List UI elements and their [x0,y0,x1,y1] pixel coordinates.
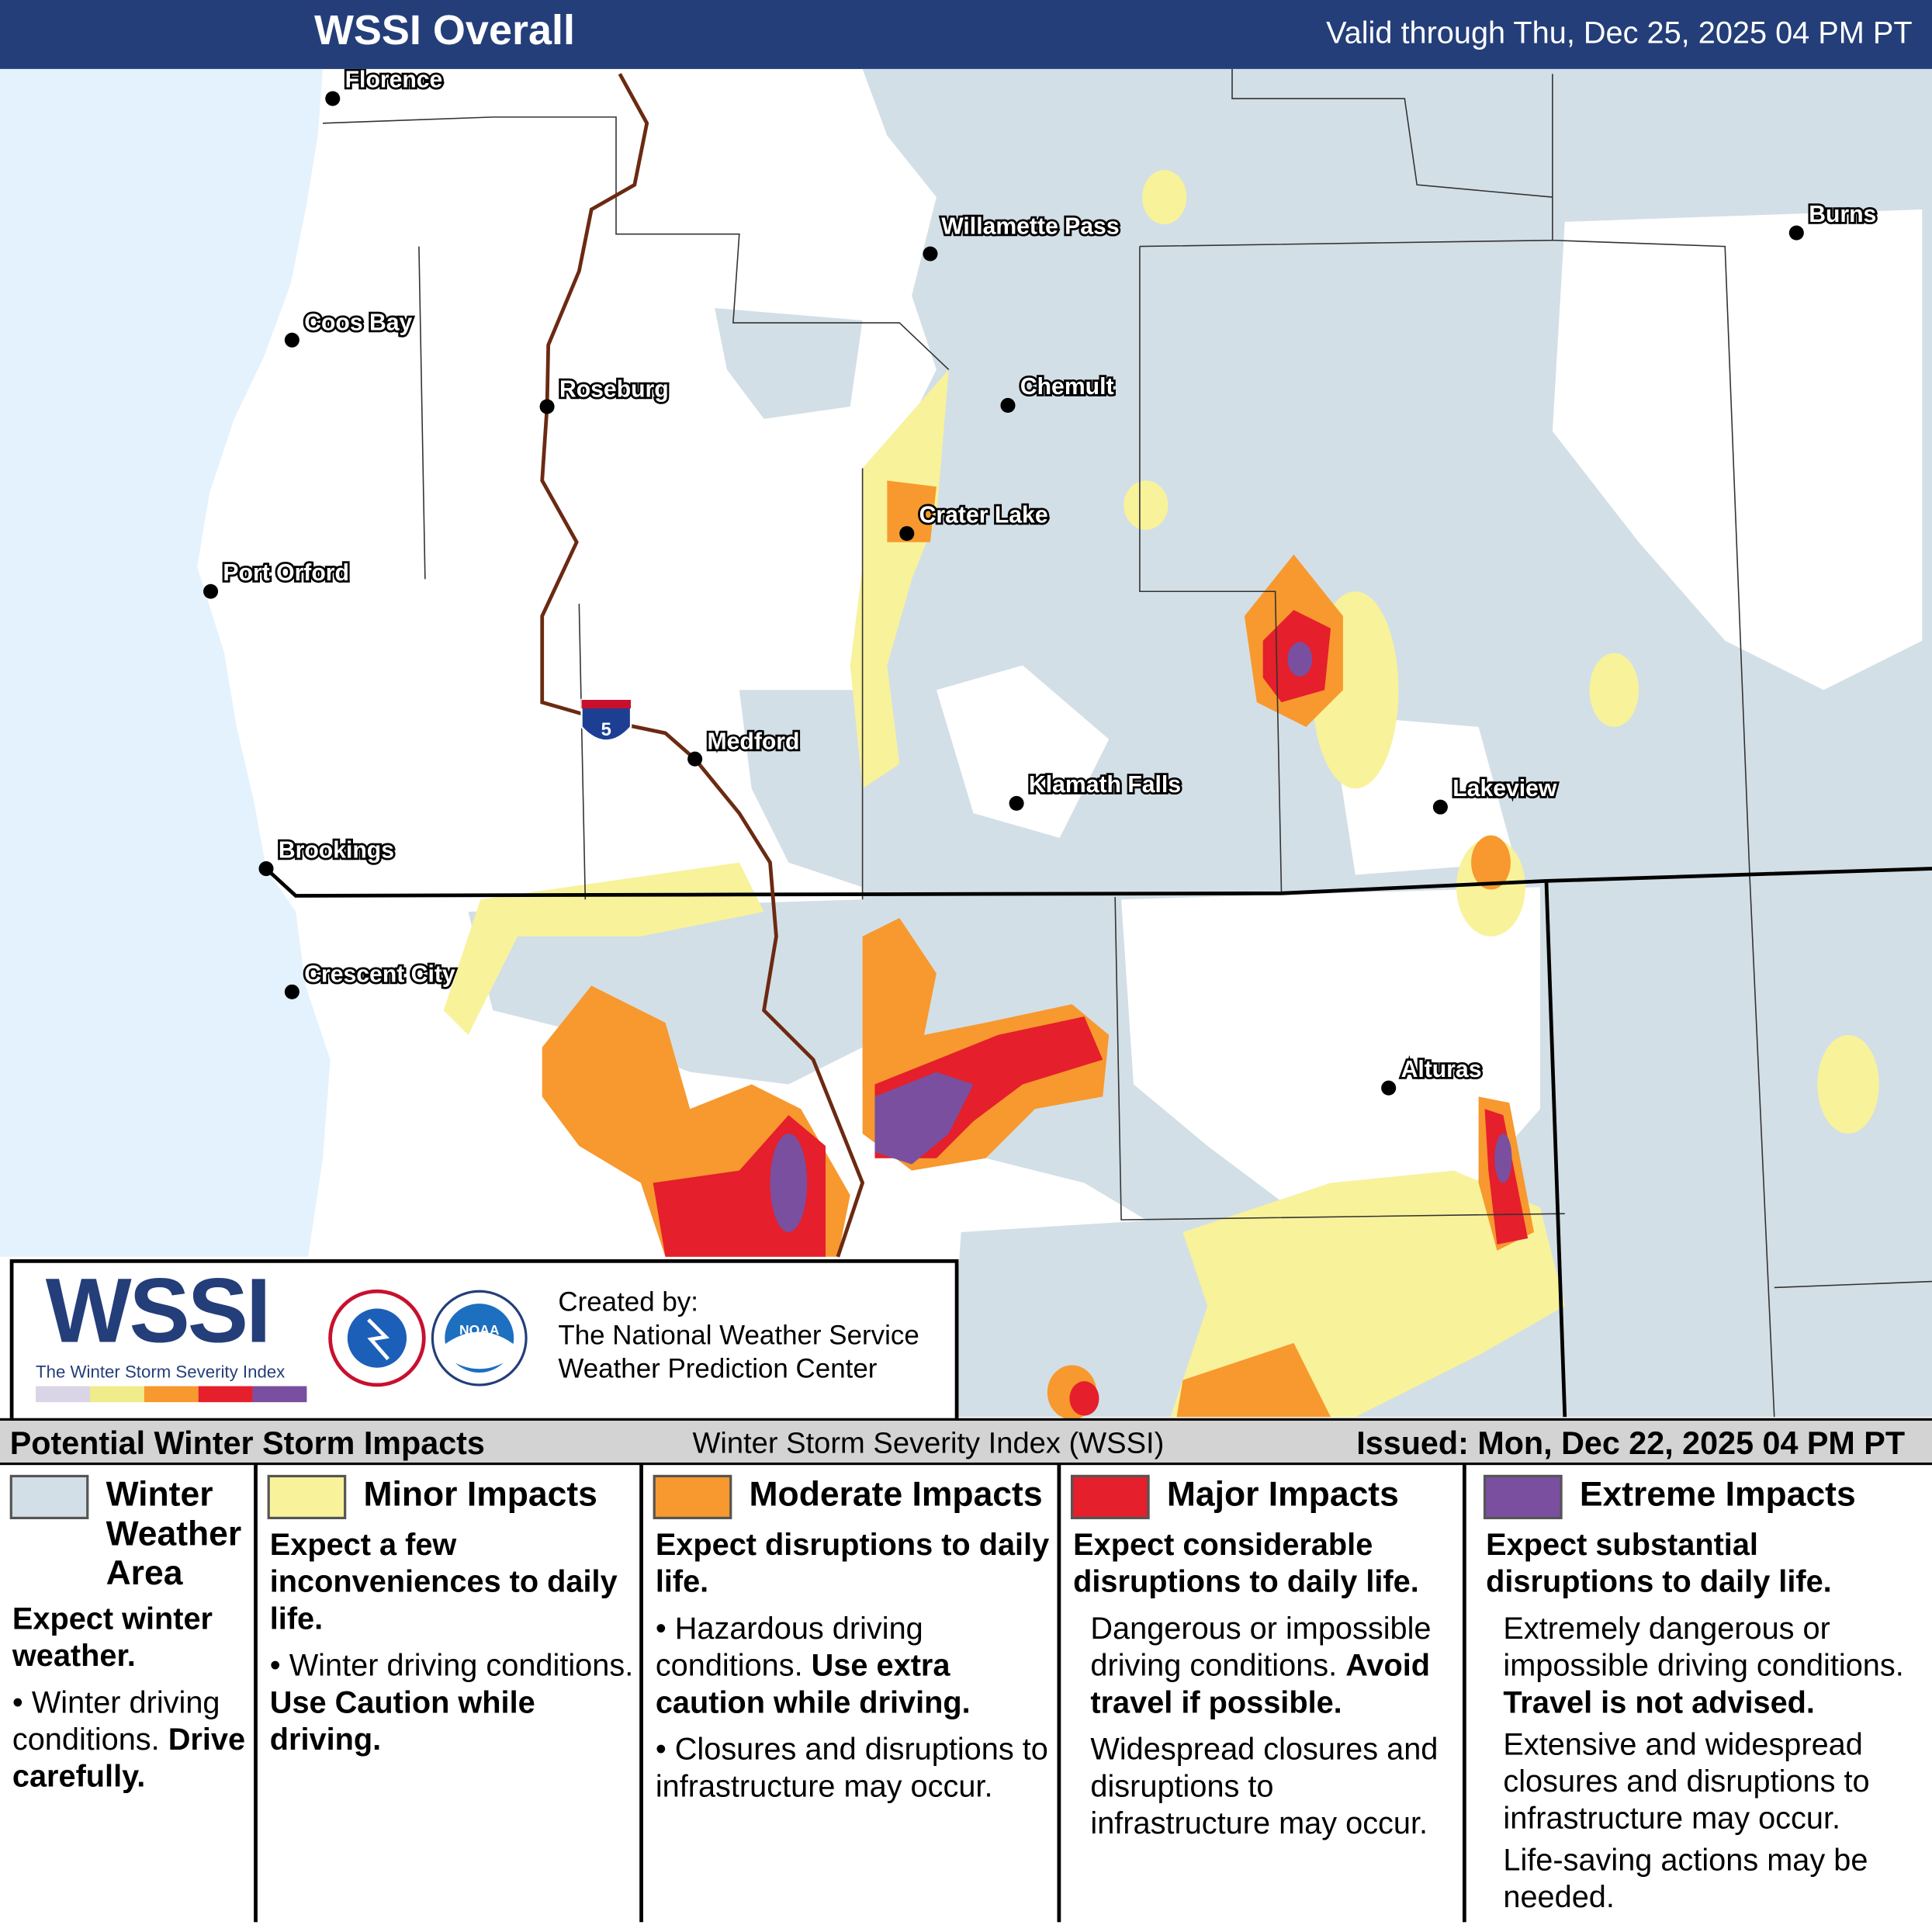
city-brookings: Brookings [258,835,396,877]
svg-text:5: 5 [601,719,611,740]
legend-heading: Potential Winter Storm Impacts [9,1424,485,1462]
legend-item: Widespread closures and disruptions to i… [1090,1732,1439,1841]
legend-title: Extreme Impacts [1579,1474,1856,1514]
impact-map: 5 Florence Coos Bay Roseburg Port Orford… [0,68,1932,1418]
svg-text:Klamath Falls: Klamath Falls [1029,772,1181,798]
city-coos-bay: Coos Bay [284,308,414,348]
ocean [0,68,331,1257]
legend-title: Major Impacts [1166,1474,1399,1514]
legend-item: • Winter driving conditions. Use Caution… [269,1648,634,1757]
legend-header-bar: Potential Winter Storm Impacts Winter St… [0,1418,1932,1466]
legend-extreme-impacts: Extreme Impacts Expect substantial disru… [1466,1463,1932,1922]
city-florence: Florence [325,69,445,106]
legend-summary: Expect winter weather. [12,1601,213,1674]
svg-text:Willamette Pass: Willamette Pass [941,214,1119,240]
city-roseburg: Roseburg [539,375,670,414]
svg-text:Coos Bay: Coos Bay [304,310,412,336]
legend-summary: Expect considerable disruptions to daily… [1073,1528,1419,1600]
impact-legend: Winter Weather Area Expect winter weathe… [0,1462,1932,1932]
svg-text:Port Orford: Port Orford [223,560,349,586]
legend-item: Extremely dangerous or impossible drivin… [1503,1612,1904,1720]
legend-title: Winter Weather Area [106,1474,242,1592]
svg-text:Burns: Burns [1809,202,1876,227]
legend-minor-impacts: Minor Impacts Expect a few inconvenience… [258,1462,643,1923]
nevada-border [1544,881,1567,1418]
legend-summary: Expect a few inconveniences to daily lif… [269,1528,618,1636]
interstate-5-shield: 5 [580,698,632,742]
city-lakeview: Lakeview [1432,774,1560,815]
city-alturas: Alturas [1381,1054,1484,1096]
agency-seals: NOAA [328,1289,528,1387]
logo-credit-box: WSSI The Winter Storm Severity Index NOA… [9,1259,959,1422]
legend-item: • Closures and disruptions to infrastruc… [655,1732,1048,1804]
city-willamette-pass: Willamette Pass [923,212,1121,261]
swatch-major [1070,1474,1150,1520]
legend-item: Dangerous or impossible driving conditio… [1090,1612,1432,1720]
wssi-subtitle: The Winter Storm Severity Index [36,1361,286,1382]
swatch-extreme [1483,1474,1563,1520]
svg-text:Roseburg: Roseburg [559,376,669,402]
svg-text:Florence: Florence [345,69,443,93]
city-chemult: Chemult [1000,372,1116,413]
svg-text:Medford: Medford [708,729,800,755]
nws-seal-icon [328,1289,426,1387]
map-title: WSSI Overall [313,7,576,54]
legend-item: • Hazardous driving conditions. Use extr… [655,1612,971,1720]
legend-item: Life-saving actions may be needed. [1503,1843,1868,1915]
legend-title: Minor Impacts [363,1474,597,1514]
city-crescent-city: Crescent City [284,960,458,999]
oregon-california-border [265,867,1932,898]
swatch-moderate [653,1474,732,1520]
swatch-minor [267,1474,347,1520]
legend-major-impacts: Major Impacts Expect considerable disrup… [1061,1462,1466,1923]
legend-summary: Expect substantial disruptions to daily … [1486,1528,1832,1600]
extreme-impacts [770,642,1512,1233]
noaa-seal-icon: NOAA [431,1290,528,1387]
city-burns: Burns [1788,199,1878,241]
state-and-county-boundaries [323,68,1932,1418]
interstate-5-route [540,73,865,1258]
credit-text: Created by: The National Weather Service W… [558,1286,919,1384]
svg-text:Brookings: Brookings [279,837,394,863]
svg-text:Chemult: Chemult [1020,374,1114,400]
swatch-winter-weather [9,1474,89,1520]
legend-moderate-impacts: Moderate Impacts Expect disruptions to d… [643,1462,1061,1923]
city-klamath-falls: Klamath Falls [1009,770,1183,811]
city-medford: Medford [687,727,802,767]
city-crater-lake: Crater Lake [899,500,1050,542]
wssi-wordmark: WSSI [45,1259,272,1362]
svg-text:Lakeview: Lakeview [1452,776,1557,802]
svg-text:Alturas: Alturas [1401,1057,1482,1082]
legend-winter-weather-area: Winter Weather Area Expect winter weathe… [0,1462,258,1923]
city-port-orford: Port Orford [203,558,351,599]
index-name: Winter Storm Severity Index (WSSI) [692,1426,1165,1460]
legend-title: Moderate Impacts [749,1474,1043,1514]
svg-text:Crater Lake: Crater Lake [919,502,1048,528]
issued-time: Issued: Mon, Dec 22, 2025 04 PM PT [1356,1424,1906,1462]
wssi-color-scale [36,1386,307,1403]
legend-item: • Winter driving conditions. Drive caref… [12,1685,246,1795]
title-bar: WSSI Overall Valid through Thu, Dec 25, … [0,0,1932,69]
legend-item: Extensive and widespread closures and di… [1503,1727,1870,1837]
svg-text:Crescent City: Crescent City [304,962,455,988]
legend-summary: Expect disruptions to daily life. [655,1528,1050,1600]
valid-through: Valid through Thu, Dec 25, 2025 04 PM PT [1326,16,1913,51]
svg-text:NOAA: NOAA [459,1322,500,1338]
city-markers: Florence Coos Bay Roseburg Port Orford B… [203,69,1878,1096]
